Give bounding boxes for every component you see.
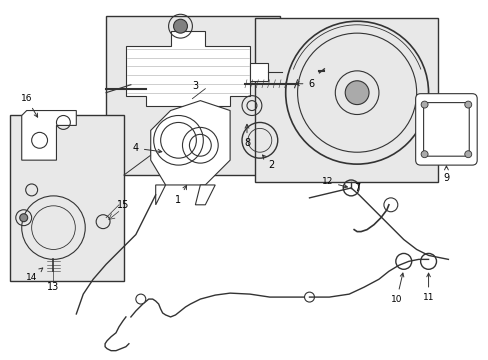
Circle shape (464, 151, 471, 158)
FancyBboxPatch shape (423, 103, 468, 156)
Bar (254, 18, 438, 182)
Text: 6: 6 (295, 79, 314, 89)
Text: 9: 9 (443, 166, 448, 183)
FancyBboxPatch shape (415, 94, 476, 165)
Circle shape (420, 101, 427, 108)
Polygon shape (21, 111, 76, 160)
Polygon shape (155, 185, 165, 205)
Text: 12: 12 (321, 177, 346, 188)
Circle shape (20, 214, 28, 222)
Circle shape (464, 101, 471, 108)
Text: 10: 10 (390, 273, 403, 303)
Bar (10, 114, 123, 281)
Text: 11: 11 (422, 273, 433, 302)
Text: 5: 5 (0, 359, 1, 360)
Circle shape (345, 81, 368, 105)
Text: 15: 15 (117, 200, 129, 210)
Bar (249, 63, 267, 81)
Polygon shape (150, 100, 230, 185)
Polygon shape (195, 185, 215, 205)
Text: 4: 4 (133, 143, 162, 153)
Text: 13: 13 (47, 282, 60, 292)
Text: 8: 8 (244, 124, 249, 148)
Text: 16: 16 (21, 94, 38, 117)
Bar (106, 16, 279, 175)
Text: 3: 3 (192, 81, 198, 91)
Circle shape (136, 294, 145, 304)
Circle shape (304, 292, 314, 302)
Circle shape (173, 19, 187, 33)
Text: 7: 7 (353, 183, 360, 193)
Text: 2: 2 (262, 155, 274, 170)
Text: 14: 14 (26, 268, 42, 282)
Text: 1: 1 (175, 185, 186, 205)
Polygon shape (126, 31, 249, 105)
Circle shape (420, 151, 427, 158)
